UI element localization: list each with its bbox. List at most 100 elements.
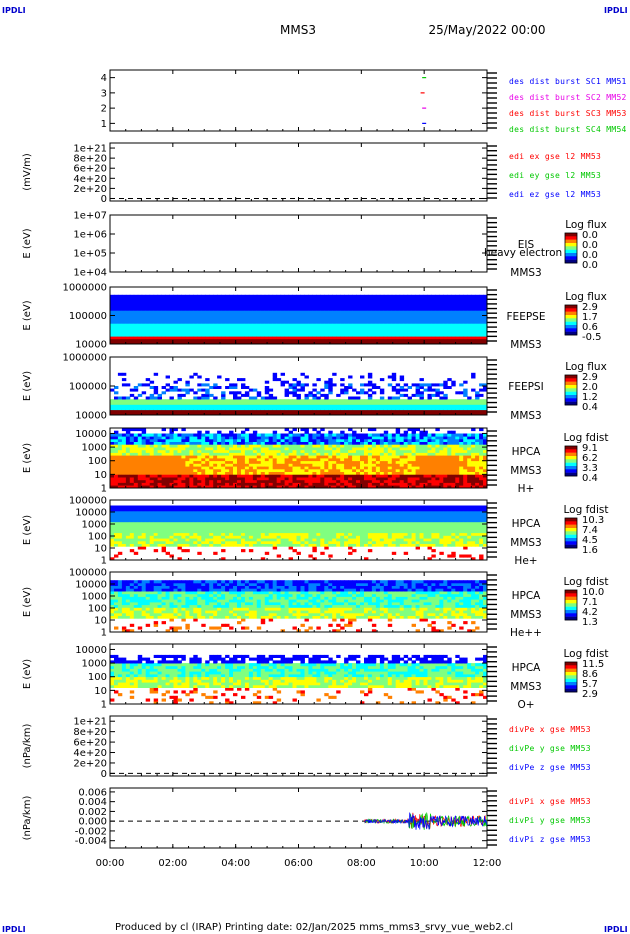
spectrogram-cell <box>360 447 365 451</box>
spectrogram-cell <box>169 428 174 432</box>
spectrogram-cell <box>114 444 119 448</box>
spectrogram-cell <box>173 404 178 408</box>
spectrogram-cell <box>427 466 432 470</box>
spectrogram-cell <box>173 441 178 445</box>
spectrogram-cell <box>181 449 186 453</box>
spectrogram-cell <box>375 333 381 337</box>
spectrogram-cell <box>320 393 325 397</box>
spectrogram-cell <box>475 297 480 301</box>
spectrogram-cell <box>237 404 242 408</box>
spectrogram-cell <box>320 305 325 309</box>
spectrogram-cell <box>443 302 448 306</box>
spectrogram-cell <box>173 436 178 440</box>
spectrogram-cell <box>356 474 361 478</box>
spectrogram-cell <box>383 436 389 440</box>
spectrogram-cell <box>471 444 476 448</box>
spectrogram-cell <box>248 331 254 334</box>
spectrogram-cell <box>145 438 151 442</box>
spectrogram-cell <box>276 455 282 459</box>
spectrogram-cell <box>264 325 270 329</box>
spectrogram-cell <box>125 412 131 416</box>
spectrogram-cell <box>352 320 357 324</box>
spectrogram-cell <box>463 433 468 437</box>
spectrogram-cell <box>292 318 297 322</box>
spectrogram-cell <box>268 388 274 392</box>
spectrogram-cell <box>213 307 218 311</box>
colorbar-tick-label: 0.0 <box>582 260 598 271</box>
spectrogram-cell <box>252 328 258 332</box>
spectrogram-cell <box>395 341 401 345</box>
spectrogram-cell <box>316 482 321 486</box>
spectrogram-cell <box>360 441 365 445</box>
spectrogram-cell <box>185 302 190 306</box>
spectrogram-cell <box>360 297 365 301</box>
spectrogram-cell <box>360 458 365 462</box>
spectrogram-cell <box>403 399 409 403</box>
spectrogram-cell <box>157 433 162 437</box>
spectrogram-cell <box>320 460 325 464</box>
spectrogram-cell <box>193 404 198 408</box>
spectrogram-cell <box>483 383 488 387</box>
spectrogram-cell <box>225 466 230 470</box>
spectrogram-cell <box>391 485 397 489</box>
spectrogram-cell <box>141 447 147 451</box>
spectrogram-cell <box>229 471 234 475</box>
spectrogram-cell <box>209 412 214 416</box>
spectrogram-cell <box>169 479 174 483</box>
spectrogram-cell <box>471 297 476 301</box>
spectrogram-cell <box>173 463 178 467</box>
spectrogram-cell <box>451 444 456 448</box>
spectrogram-cell <box>379 302 385 306</box>
spectrogram-cell <box>137 318 143 322</box>
spectrogram-cell <box>244 401 250 405</box>
spectrogram-cell <box>177 325 182 329</box>
spectrogram-cell <box>292 393 297 397</box>
spectrogram-cell <box>328 399 333 403</box>
spectrogram-cell <box>336 310 341 314</box>
spectrogram-cell <box>348 341 353 345</box>
spectrogram-cell <box>288 331 293 334</box>
spectrogram-cell <box>463 315 468 319</box>
spectrogram-cell <box>110 447 115 451</box>
spectrogram-cell <box>237 300 242 303</box>
spectrogram-cell <box>352 482 357 486</box>
spectrogram-cell <box>439 479 444 483</box>
spectrogram-cell <box>300 305 305 309</box>
spectrogram-cell <box>153 333 159 337</box>
spectrogram-cell <box>185 463 190 467</box>
spectrogram-cell <box>137 401 143 405</box>
spectrogram-cell <box>463 485 468 489</box>
spectrogram-cell <box>260 336 266 340</box>
spectrogram-cell <box>383 449 389 453</box>
spectrogram-cell <box>248 401 254 405</box>
spectrogram-cell <box>447 325 452 329</box>
spectrogram-cell <box>415 401 420 405</box>
spectrogram-cell <box>221 452 226 456</box>
spectrogram-cell <box>181 393 186 397</box>
spectrogram-cell <box>320 463 325 467</box>
spectrogram-cell <box>233 391 238 395</box>
spectrogram-cell <box>360 466 365 470</box>
spectrogram-cell <box>459 325 464 329</box>
spectrogram-cell <box>391 325 397 329</box>
spectrogram-cell <box>455 302 460 306</box>
spectrogram-cell <box>324 305 329 309</box>
spectrogram-cell <box>280 320 285 324</box>
spectrogram-cell <box>129 338 135 342</box>
spectrogram-cell <box>312 323 317 327</box>
spectrogram-cell <box>225 468 230 472</box>
spectrogram-cell <box>141 474 147 478</box>
spectrogram-cell <box>197 312 202 316</box>
spectrogram-cell <box>395 399 401 403</box>
spectrogram-cell <box>272 320 278 324</box>
spectrogram-cell <box>221 407 226 411</box>
spectrogram-cell <box>189 482 194 486</box>
spectrogram-cell <box>352 485 357 489</box>
spectrogram-cell <box>237 333 242 337</box>
spectrogram-cell <box>475 323 480 327</box>
spectrogram-cell <box>340 401 345 405</box>
spectrogram-cell <box>121 312 127 316</box>
spectrogram-cell <box>241 331 246 334</box>
spectrogram-cell <box>121 294 127 298</box>
spectrogram-cell <box>399 449 405 453</box>
